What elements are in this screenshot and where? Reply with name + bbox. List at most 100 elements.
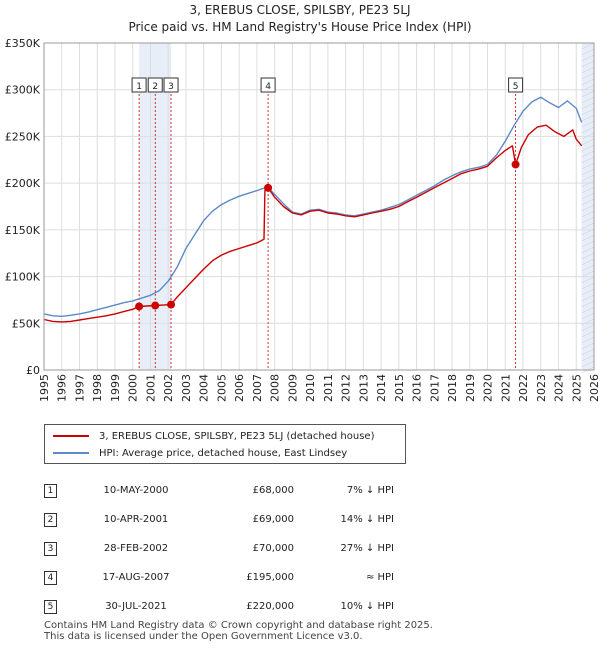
x-tick-label: 2004 bbox=[198, 374, 211, 402]
x-tick-label: 2019 bbox=[464, 374, 477, 402]
y-tick-label: £50K bbox=[12, 317, 41, 330]
x-tick-label: 2025 bbox=[570, 374, 583, 402]
hatch-line bbox=[581, 258, 595, 266]
legend-swatch-hpi bbox=[53, 452, 89, 454]
hatch-line bbox=[581, 246, 595, 254]
x-tick-label: 2009 bbox=[286, 374, 299, 402]
x-tick-label: 2008 bbox=[269, 374, 282, 402]
hatch-line bbox=[581, 78, 595, 86]
hatch-line bbox=[581, 204, 595, 212]
sale-date: 28-FEB-2002 bbox=[103, 543, 169, 554]
hatch-line bbox=[581, 216, 595, 224]
sale-hpi-comparison: 14% ↓ HPI bbox=[340, 514, 394, 525]
y-tick-label: £100K bbox=[5, 271, 41, 284]
hatch-line bbox=[581, 90, 595, 98]
sale-point bbox=[511, 160, 520, 169]
footer-license: This data is licensed under the Open Gov… bbox=[44, 631, 363, 642]
hatch-line bbox=[581, 114, 595, 122]
hatch-line bbox=[581, 66, 595, 74]
x-tick-label: 1996 bbox=[56, 374, 69, 402]
hatch-line bbox=[581, 306, 595, 314]
hatch-line bbox=[581, 264, 595, 272]
x-tick-label: 2003 bbox=[180, 374, 193, 402]
sale-date: 17-AUG-2007 bbox=[102, 572, 170, 583]
hatch-line bbox=[581, 234, 595, 242]
hatch-line bbox=[581, 312, 595, 320]
x-tick-label: 1997 bbox=[73, 374, 86, 402]
shaded-region bbox=[581, 43, 594, 370]
x-tick-label: 2001 bbox=[144, 374, 157, 402]
hatch-line bbox=[581, 318, 595, 326]
y-tick-label: £150K bbox=[5, 224, 41, 237]
legend-swatch-property bbox=[53, 435, 89, 437]
price-chart: 3, EREBUS CLOSE, SPILSBY, PE23 5LJ Price… bbox=[5, 3, 600, 402]
sale-number-badge: 5 bbox=[44, 599, 57, 614]
table-row: 5 30-JUL-2021 £220,000 10% ↓ HPI bbox=[44, 592, 394, 621]
sale-label-box bbox=[163, 77, 179, 93]
hatch-line bbox=[581, 222, 595, 230]
sale-hpi-comparison: 10% ↓ HPI bbox=[340, 601, 394, 612]
hatch-line bbox=[581, 282, 595, 290]
hatch-line bbox=[581, 348, 595, 356]
x-tick-label: 2005 bbox=[215, 374, 228, 402]
x-tick-label: 2006 bbox=[233, 374, 246, 402]
sale-label: 1 bbox=[136, 82, 142, 92]
hatch-line bbox=[581, 198, 595, 206]
hatch-line bbox=[581, 210, 595, 218]
sale-label-box bbox=[147, 77, 163, 93]
y-tick-label: £250K bbox=[5, 130, 41, 143]
hatch-line bbox=[581, 180, 595, 188]
x-tick-label: 2026 bbox=[588, 374, 600, 402]
hatch-line bbox=[581, 324, 595, 332]
hatch-line bbox=[581, 342, 595, 350]
hatch-line bbox=[581, 42, 595, 50]
sale-point bbox=[135, 302, 144, 311]
x-tick-label: 2017 bbox=[428, 374, 441, 402]
x-tick-label: 2007 bbox=[251, 374, 264, 402]
hatch-line bbox=[581, 126, 595, 134]
hatch-line bbox=[581, 270, 595, 278]
x-tick-label: 2016 bbox=[411, 374, 424, 402]
hatch-line bbox=[581, 48, 595, 56]
hatch-line bbox=[581, 102, 595, 110]
sale-label-box bbox=[131, 77, 147, 93]
x-tick-label: 1999 bbox=[109, 374, 122, 402]
sale-date: 10-APR-2001 bbox=[103, 514, 169, 525]
hatch-line bbox=[581, 168, 595, 176]
sale-point bbox=[167, 300, 176, 309]
table-row: 1 10-MAY-2000 £68,000 7% ↓ HPI bbox=[44, 476, 394, 505]
sale-number-badge: 4 bbox=[44, 570, 57, 585]
x-tick-label: 2012 bbox=[340, 374, 353, 402]
hatch-line bbox=[581, 96, 595, 104]
legend-label-hpi: HPI: Average price, detached house, East… bbox=[99, 447, 348, 459]
x-tick-label: 2023 bbox=[535, 374, 548, 402]
legend: 3, EREBUS CLOSE, SPILSBY, PE23 5LJ (deta… bbox=[44, 424, 406, 464]
y-tick-label: £0 bbox=[26, 364, 40, 377]
sale-hpi-comparison: 7% ↓ HPI bbox=[346, 485, 394, 496]
x-tick-label: 2015 bbox=[393, 374, 406, 402]
x-tick-label: 2002 bbox=[162, 374, 175, 402]
sale-label-box bbox=[508, 77, 524, 93]
y-tick-label: £350K bbox=[5, 37, 41, 50]
hatch-line bbox=[581, 288, 595, 296]
sale-number-badge: 1 bbox=[44, 483, 57, 498]
plot-frame bbox=[43, 42, 595, 371]
series-line-hpi bbox=[43, 96, 583, 317]
hatch-line bbox=[581, 294, 595, 302]
sale-label: 5 bbox=[513, 82, 519, 92]
hatch-line bbox=[581, 144, 595, 152]
sale-label: 3 bbox=[168, 82, 174, 92]
x-tick-label: 2021 bbox=[499, 374, 512, 402]
table-row: 2 10-APR-2001 £69,000 14% ↓ HPI bbox=[44, 505, 394, 534]
hatch-line bbox=[581, 108, 595, 116]
legend-label-property: 3, EREBUS CLOSE, SPILSBY, PE23 5LJ (deta… bbox=[99, 430, 375, 442]
hatch-line bbox=[581, 150, 595, 158]
hatch-line bbox=[581, 240, 595, 248]
sale-point bbox=[151, 301, 160, 310]
x-tick-label: 2000 bbox=[127, 374, 140, 402]
x-tick-label: 2010 bbox=[304, 374, 317, 402]
x-tick-label: 2013 bbox=[357, 374, 370, 402]
hatch-line bbox=[581, 60, 595, 68]
hatch-line bbox=[581, 300, 595, 308]
sale-hpi-comparison: 27% ↓ HPI bbox=[340, 543, 394, 554]
